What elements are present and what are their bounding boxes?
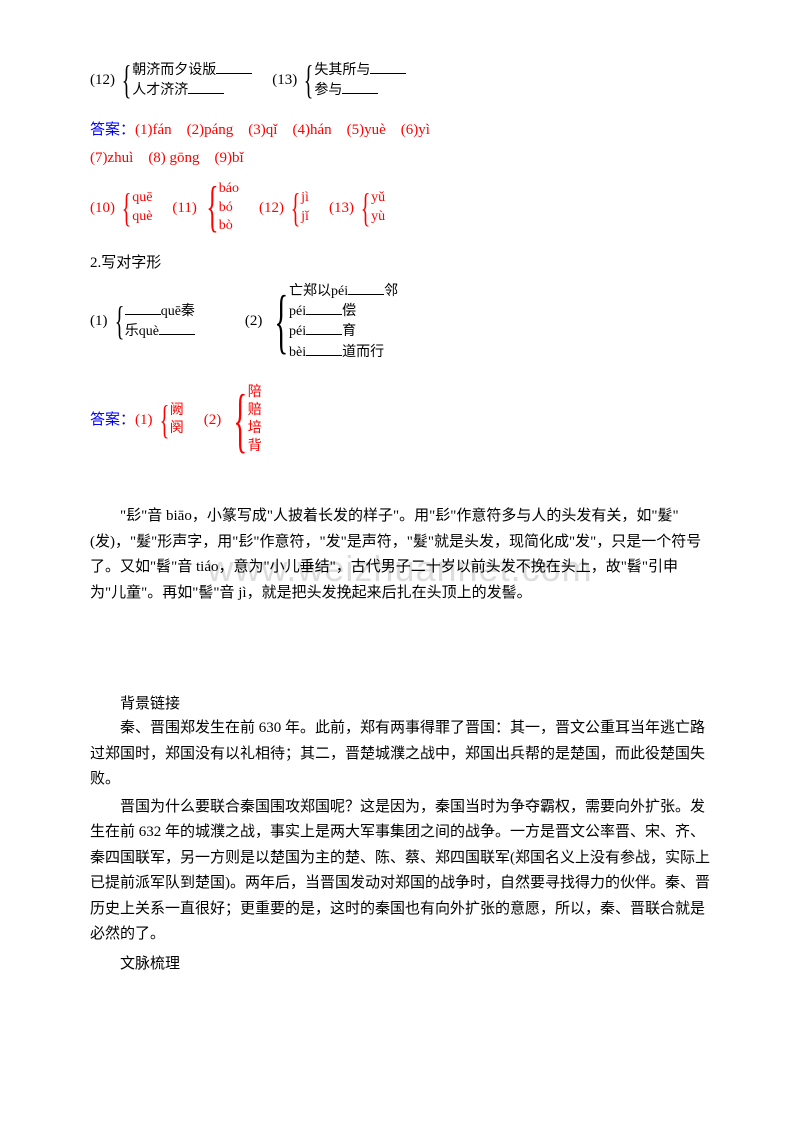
q13-line1: 失其所与: [314, 63, 370, 78]
ans2-g1-num: (1): [135, 408, 153, 432]
ans-g11-a: báo: [219, 180, 239, 198]
brace-icon: {: [206, 182, 218, 232]
blank: [306, 321, 342, 335]
ans-g13-stack: yǔ yù: [371, 189, 385, 225]
ans-g10-b: què: [132, 208, 152, 226]
answer-label: 答案：: [90, 122, 135, 138]
bg-p1: 秦、晋围郑发生在前 630 年。此前，郑有两事得罪了晋国：其一，晋文公重耳当年逃…: [90, 716, 710, 793]
q13-num: (13): [272, 68, 297, 92]
answer2-row: 答案： (1) { 阙 阕 (2) { 陪 赔 培 背: [90, 384, 710, 457]
ans2-g1: (1) { 阙 阕: [135, 402, 184, 438]
ans2-g2-num: (2): [204, 408, 222, 432]
blank: [306, 342, 342, 356]
brace-icon: {: [122, 62, 132, 98]
ans2-g2-stack: 陪 赔 培 背: [248, 384, 262, 457]
answer1-line1: 答案：(1)fán (2)páng (3)qǐ (4)hán (5)yuè (6…: [90, 118, 710, 142]
q13-stack: 失其所与 参与: [314, 60, 406, 100]
brace-icon: {: [304, 62, 314, 98]
bg-p2: 晋国为什么要联合秦国围攻郑国呢？这是因为，秦国当时为争夺霸权，需要向外扩张。发生…: [90, 795, 710, 948]
brace-icon: {: [122, 190, 132, 226]
q2-2-l3a: péi: [289, 324, 306, 339]
wm-title: 文脉梳理: [90, 952, 710, 976]
q12-group: (12) { 朝济而夕设版 人才济济: [90, 60, 252, 100]
q2-title: 2.写对字形: [90, 251, 710, 275]
ans-g10: (10) { quē què: [90, 189, 152, 225]
ans2-g1-a: 阙: [170, 402, 184, 420]
body-paragraph: "髟"音 biāo，小篆写成"人披着长发的样子"。用"髟"作意符多与人的头发有关…: [90, 504, 710, 606]
q12-stack: 朝济而夕设版 人才济济: [132, 60, 252, 100]
ans-g10-num: (10): [90, 196, 115, 220]
ans-g11-b: bó: [219, 199, 239, 217]
ans-g12-a: jì: [301, 189, 309, 207]
page-content: (12) { 朝济而夕设版 人才济济 (13) { 失其所与 参与 答案：(1)…: [90, 60, 710, 976]
q2-2-l3b: 育: [342, 324, 356, 339]
q2-1: (1) { quē秦 乐què: [90, 301, 195, 341]
ans2-g1-stack: 阙 阕: [170, 402, 184, 438]
answer1-groups: (10) { quē què (11) { báo bó bò (12) { j…: [90, 180, 710, 235]
ans2-g1-b: 阕: [170, 420, 184, 438]
brace-icon: {: [291, 190, 301, 226]
ans-g13-num: (13): [329, 196, 354, 220]
q13-line2: 参与: [314, 83, 342, 98]
ans-g11-num: (11): [172, 196, 196, 220]
blank: [342, 80, 378, 94]
q2-2-l4a: bèi: [289, 345, 306, 360]
blank: [370, 60, 406, 74]
ans-g11: (11) { báo bó bò: [172, 180, 239, 235]
blank: [159, 321, 195, 335]
ans-g12-num: (12): [259, 196, 284, 220]
q2-1-l2: 乐què: [125, 324, 159, 339]
ans-g13: (13) { yǔ yù: [329, 189, 385, 225]
ans2-g2-c: 培: [248, 420, 262, 438]
q2-2-l4b: 道而行: [342, 345, 384, 360]
brace-icon: {: [361, 190, 371, 226]
ans2-g2-d: 背: [248, 438, 262, 456]
brace-icon: {: [275, 289, 289, 354]
ans-g10-a: quē: [132, 189, 152, 207]
q2-1-l1: quē秦: [161, 304, 195, 319]
q2-2-l1a: 亡郑以péi: [289, 284, 348, 299]
ans-g11-c: bò: [219, 217, 239, 235]
ans-g12-stack: jì jǐ: [301, 189, 309, 225]
q2-2-num: (2): [245, 309, 263, 333]
q2-row: (1) { quē秦 乐què (2) { 亡郑以péi 邻 péi 偿 péi 育 …: [90, 281, 710, 362]
question-row-12-13: (12) { 朝济而夕设版 人才济济 (13) { 失其所与 参与: [90, 60, 710, 100]
ans-g12-b: jǐ: [301, 208, 309, 226]
answer2-label: 答案：: [90, 408, 135, 432]
q2-1-num: (1): [90, 309, 108, 333]
blank: [125, 301, 161, 315]
q2-1-stack: quē秦 乐què: [125, 301, 195, 341]
answer1-items: (1)fán (2)páng (3)qǐ (4)hán (5)yuè (6)yì: [135, 122, 430, 138]
q2-2: (2) { 亡郑以péi 邻 péi 偿 péi 育 bèi 道而行: [245, 281, 398, 362]
q2-2-l1b: 邻: [384, 284, 398, 299]
brace-icon: {: [114, 303, 124, 339]
q2-2-l2a: péi: [289, 304, 306, 319]
ans-g13-a: yǔ: [371, 189, 385, 207]
ans2-g2-a: 陪: [248, 384, 262, 402]
ans-g11-stack: báo bó bò: [219, 180, 239, 235]
answer1-line2: (7)zhuì (8) gōng (9)bǐ: [90, 146, 710, 170]
q13-group: (13) { 失其所与 参与: [272, 60, 406, 100]
blank: [216, 60, 252, 74]
q2-2-l2b: 偿: [342, 304, 356, 319]
blank: [348, 281, 384, 295]
ans2-g2: (2) { 陪 赔 培 背: [204, 384, 262, 457]
blank: [188, 80, 224, 94]
brace-icon: {: [234, 388, 248, 453]
blank: [306, 301, 342, 315]
q12-num: (12): [90, 68, 115, 92]
ans-g12: (12) { jì jǐ: [259, 189, 309, 225]
ans-g10-stack: quē què: [132, 189, 152, 225]
brace-icon: {: [159, 402, 169, 438]
q12-line1: 朝济而夕设版: [132, 63, 216, 78]
q12-line2: 人才济济: [132, 83, 188, 98]
ans2-g2-b: 赔: [248, 402, 262, 420]
bg-title: 背景链接: [90, 692, 710, 716]
q2-2-stack: 亡郑以péi 邻 péi 偿 péi 育 bèi 道而行: [289, 281, 398, 362]
ans-g13-b: yù: [371, 208, 385, 226]
